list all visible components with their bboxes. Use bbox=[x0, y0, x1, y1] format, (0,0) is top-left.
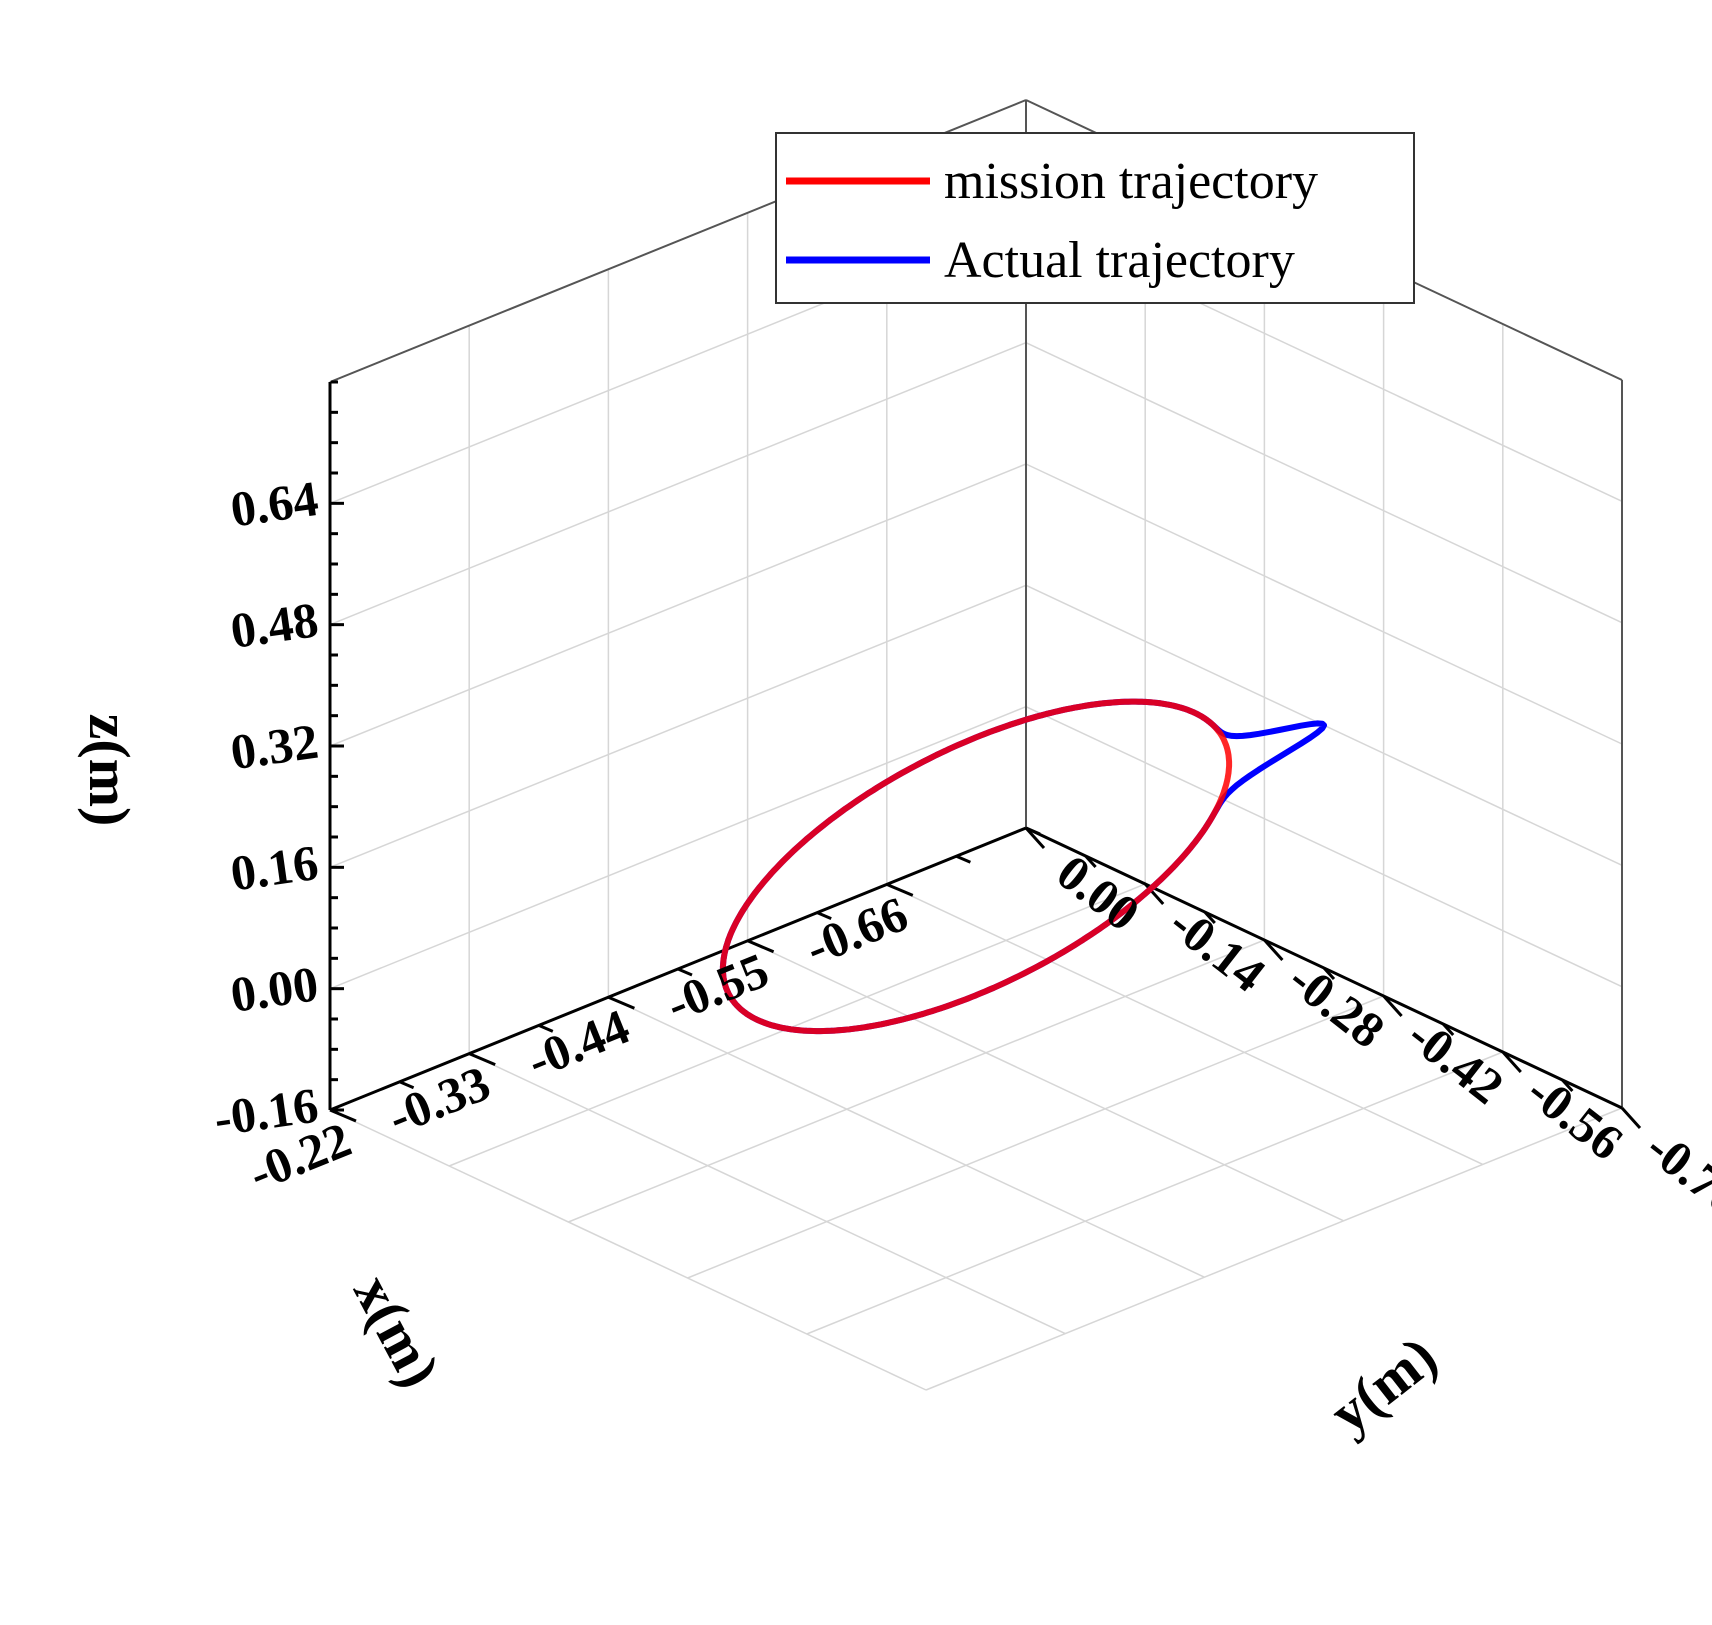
tick-labels: -0.160.000.160.320.480.64-0.22-0.33-0.44… bbox=[211, 470, 1712, 1227]
wall-grid-line-z bbox=[329, 705, 1027, 990]
y-tick-label: -0.28 bbox=[1279, 950, 1396, 1058]
y-axis-title: y(m) bbox=[1317, 1323, 1448, 1446]
floor-grid-line-x bbox=[608, 996, 1205, 1278]
y-major-tick bbox=[1620, 1106, 1642, 1130]
x-minor-tick bbox=[955, 854, 971, 864]
floor-grid-line-y bbox=[806, 1051, 1504, 1335]
y-minor-tick bbox=[1322, 966, 1336, 981]
z-tick-label: 0.64 bbox=[227, 470, 321, 538]
wall-grid-line-z2 bbox=[1025, 341, 1623, 624]
y-tick-label: -0.70 bbox=[1636, 1118, 1712, 1226]
x-major-tick bbox=[886, 883, 914, 897]
axis-ticks bbox=[329, 380, 1642, 1130]
wall-grid-line-z bbox=[329, 463, 1027, 747]
wall-grid-line-z2 bbox=[1025, 705, 1623, 988]
legend-label-actual: Actual trajectory bbox=[944, 232, 1295, 289]
y-minor-tick bbox=[1561, 1078, 1574, 1093]
y-tick-label: -0.42 bbox=[1398, 1006, 1515, 1114]
x-minor-tick bbox=[816, 911, 832, 920]
z-tick-label: 0.16 bbox=[227, 834, 321, 902]
y-tick-label: 0.00 bbox=[1047, 844, 1150, 942]
y-tick-label: -0.14 bbox=[1159, 894, 1276, 1002]
y-major-tick bbox=[1263, 938, 1284, 962]
y-minor-tick bbox=[1442, 1022, 1455, 1037]
y-major-tick bbox=[1024, 826, 1046, 850]
x-minor-tick bbox=[399, 1080, 415, 1090]
x-tick-label: -0.44 bbox=[519, 998, 637, 1089]
z-tick-label: 0.48 bbox=[227, 591, 321, 659]
x-major-tick bbox=[747, 939, 775, 954]
x-minor-tick bbox=[677, 967, 693, 977]
wall-grid-line-z bbox=[329, 584, 1027, 869]
legend-box bbox=[775, 132, 1415, 304]
z-tick-label: 0.32 bbox=[227, 713, 321, 781]
series-layer bbox=[719, 698, 1327, 1035]
y-tick-label: -0.56 bbox=[1517, 1062, 1634, 1170]
series-line-mission-trajectory bbox=[719, 698, 1233, 1035]
y-major-tick bbox=[1382, 994, 1403, 1018]
legend: mission trajectory Actual trajectory bbox=[775, 132, 1415, 304]
floor-grid-line-y bbox=[687, 995, 1384, 1279]
z-axis-title: z(m) bbox=[77, 714, 142, 827]
y-minor-tick bbox=[1203, 910, 1216, 925]
wall-grid-line-z2 bbox=[1025, 463, 1623, 745]
x-major-tick bbox=[607, 995, 635, 1010]
x-tick-label: -0.66 bbox=[798, 885, 916, 976]
y-minor-tick bbox=[1084, 854, 1097, 869]
legend-label-mission: mission trajectory bbox=[944, 153, 1318, 210]
x-axis-title: x(m) bbox=[341, 1264, 453, 1397]
floor-grid-line-y bbox=[925, 1107, 1623, 1391]
floor-grid-line-y bbox=[568, 939, 1265, 1223]
y-major-tick bbox=[1501, 1050, 1522, 1074]
floor-grid-line-x bbox=[747, 940, 1344, 1222]
x-tick-label: -0.33 bbox=[380, 1054, 498, 1145]
floor-grid-line-x bbox=[329, 1109, 927, 1391]
x-minor-tick bbox=[538, 1024, 554, 1033]
wall-grid-line-z bbox=[329, 341, 1027, 626]
z-tick-label: 0.00 bbox=[227, 955, 321, 1023]
floor-grid-line-x bbox=[468, 1052, 1066, 1335]
x-major-tick bbox=[329, 1108, 357, 1123]
floor-grid-line-y bbox=[448, 883, 1146, 1167]
floor-grid-line-x bbox=[886, 883, 1484, 1166]
x-major-tick bbox=[468, 1052, 496, 1066]
